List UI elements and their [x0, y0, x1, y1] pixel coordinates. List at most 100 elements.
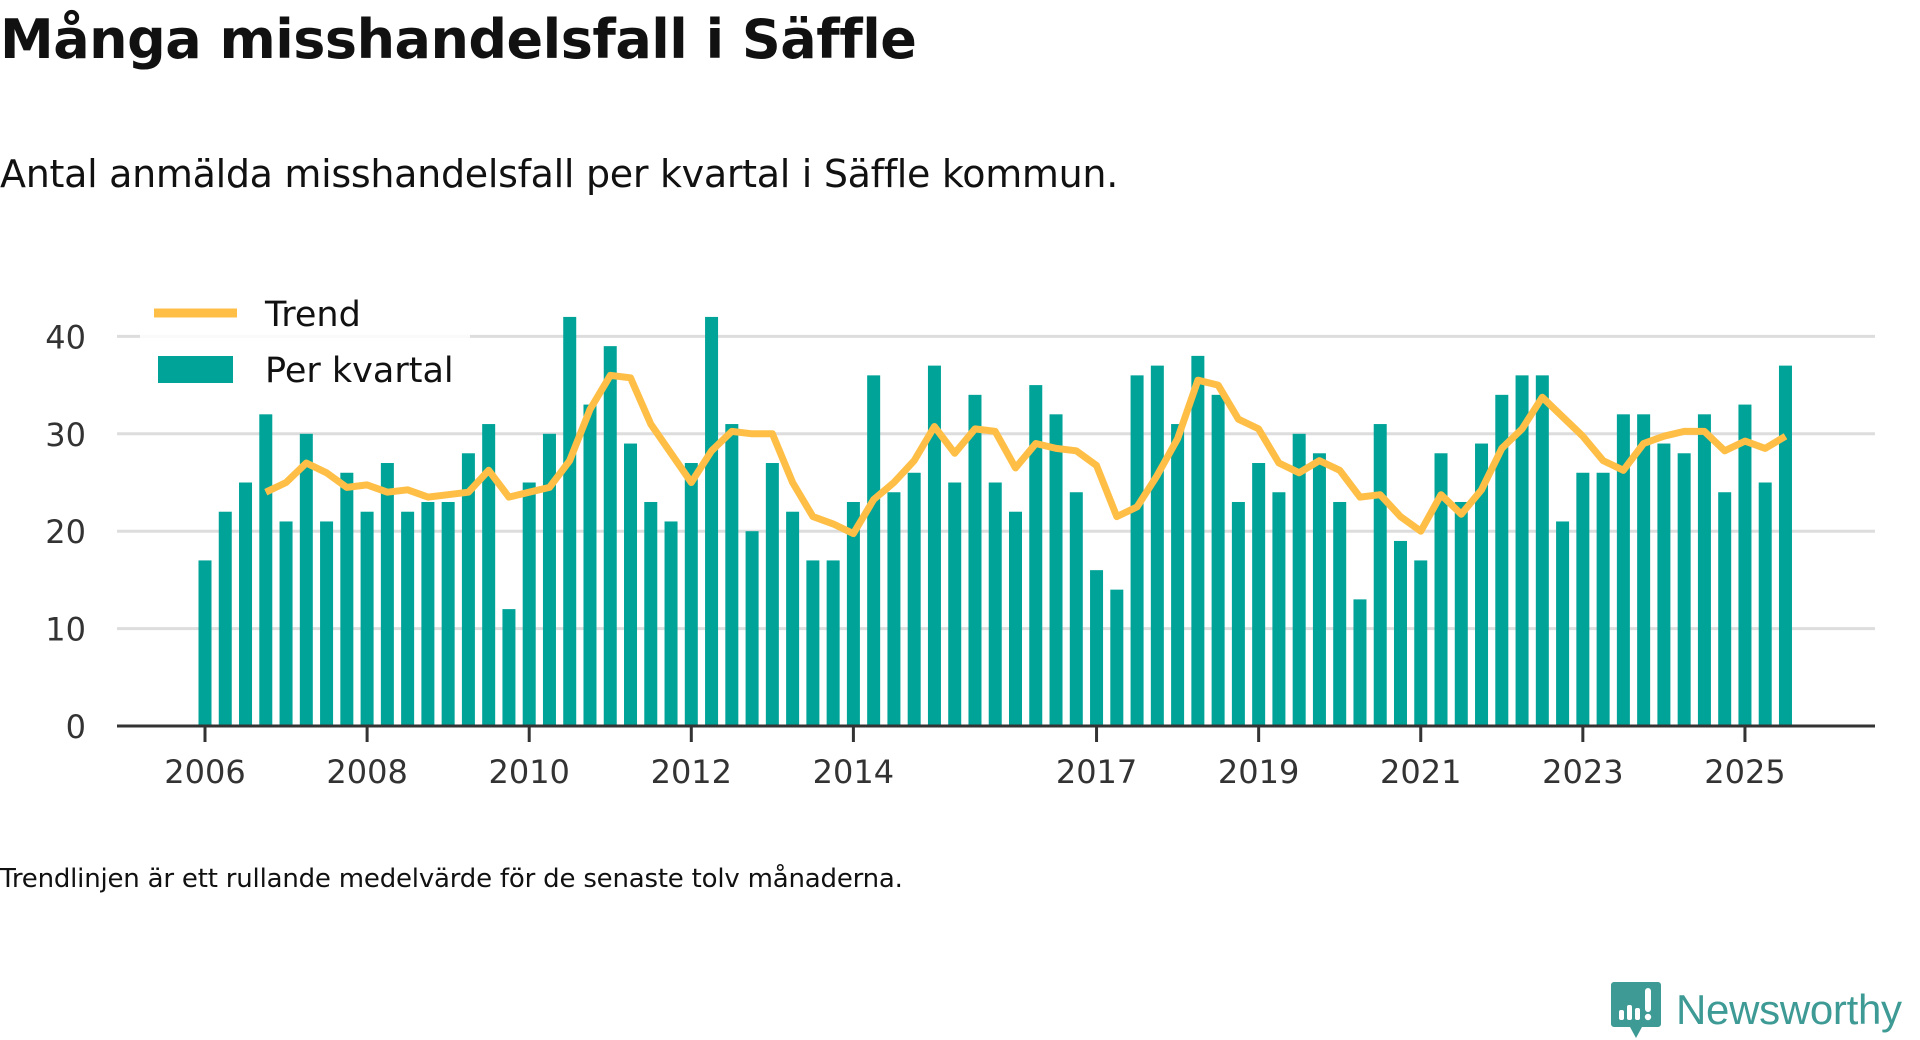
bar [745, 531, 759, 726]
legend: Trend Per kvartal [140, 290, 470, 398]
x-tick-label: 2021 [1380, 753, 1461, 791]
y-axis-labels: 0 10 20 30 40 [45, 318, 86, 746]
bar [522, 482, 536, 726]
bar [1778, 365, 1792, 726]
x-tick-label: 2023 [1542, 753, 1623, 791]
y-tick-label: 10 [45, 611, 86, 649]
bar [664, 521, 678, 726]
bar [1596, 472, 1610, 726]
bar [867, 375, 881, 726]
bar [1090, 570, 1104, 726]
bar [563, 316, 577, 726]
trend-line [264, 371, 1788, 538]
bar [887, 492, 901, 726]
bar [482, 424, 496, 726]
bar [907, 472, 921, 726]
bar [360, 511, 374, 726]
bar [603, 346, 617, 726]
bar [1130, 375, 1144, 726]
bar [725, 424, 739, 726]
bar [299, 433, 313, 726]
bar [1657, 443, 1671, 726]
x-tick-label: 2019 [1218, 753, 1299, 791]
x-tick-label: 2025 [1704, 753, 1785, 791]
y-tick-label: 40 [45, 318, 86, 356]
bar [1272, 492, 1286, 726]
bar [1191, 355, 1205, 726]
bar [1616, 414, 1630, 726]
bar [1454, 501, 1468, 726]
x-axis-ticks: 2006 2008 2010 2012 2014 2017 2019 2021 2023 2025 [164, 726, 1786, 791]
bar [1515, 375, 1529, 726]
bar [1434, 453, 1448, 726]
bar [1495, 394, 1509, 726]
bar [624, 443, 638, 726]
bar [684, 463, 698, 726]
bar [1414, 560, 1428, 726]
bar [1475, 443, 1489, 726]
bar [1252, 463, 1266, 726]
bar [1231, 501, 1245, 726]
x-tick-label: 2010 [488, 753, 569, 791]
bar [1333, 501, 1347, 726]
bar [259, 414, 273, 726]
bar [705, 316, 719, 726]
bar [1150, 365, 1164, 726]
bar [948, 482, 962, 726]
bar [1049, 414, 1063, 726]
bar [239, 482, 253, 726]
newsworthy-logo[interactable]: Newsworthy [1610, 980, 1902, 1040]
bar [1718, 492, 1732, 726]
bar [279, 521, 293, 726]
bar [1171, 424, 1185, 726]
bar [1292, 433, 1306, 726]
bar [927, 365, 941, 726]
bar [218, 511, 232, 726]
x-tick-label: 2017 [1056, 753, 1137, 791]
bar [1556, 521, 1570, 726]
bar [1677, 453, 1691, 726]
bar [1758, 482, 1772, 726]
bar [1535, 375, 1549, 726]
bar [968, 394, 982, 726]
bar [461, 453, 475, 726]
bar [380, 463, 394, 726]
bars [198, 316, 1792, 726]
bar [786, 511, 800, 726]
bar [1353, 599, 1367, 726]
legend-trend-label: Trend [264, 295, 361, 335]
x-tick-label: 2012 [651, 753, 732, 791]
bar [1211, 394, 1225, 726]
x-tick-label: 2006 [164, 753, 245, 791]
legend-bar-label: Per kvartal [265, 351, 454, 391]
bar [441, 501, 455, 726]
bar [1393, 540, 1407, 726]
bar [1312, 453, 1326, 726]
bar [1738, 404, 1752, 726]
bar [320, 521, 334, 726]
legend-bar-swatch [158, 356, 233, 383]
bar [198, 560, 212, 726]
bar [1110, 589, 1124, 726]
bar [846, 501, 860, 726]
x-tick-label: 2008 [326, 753, 407, 791]
bar [644, 501, 658, 726]
bar [1009, 511, 1022, 726]
y-tick-label: 30 [45, 416, 86, 454]
bar [340, 472, 354, 726]
bar [826, 560, 840, 726]
bar [542, 433, 556, 726]
bar [421, 501, 435, 726]
bar [1069, 492, 1083, 726]
newsworthy-logo-text: Newsworthy [1676, 986, 1902, 1033]
newsworthy-logo-icon [1611, 982, 1661, 1038]
bar [806, 560, 820, 726]
bar [502, 609, 516, 726]
chart-subtitle: Antal anmälda misshandelsfall per kvarta… [0, 152, 1118, 196]
bar [1373, 424, 1387, 726]
x-tick-label: 2014 [813, 753, 894, 791]
bar [1576, 472, 1590, 726]
y-tick-label: 0 [66, 708, 86, 746]
bar [988, 482, 1002, 726]
